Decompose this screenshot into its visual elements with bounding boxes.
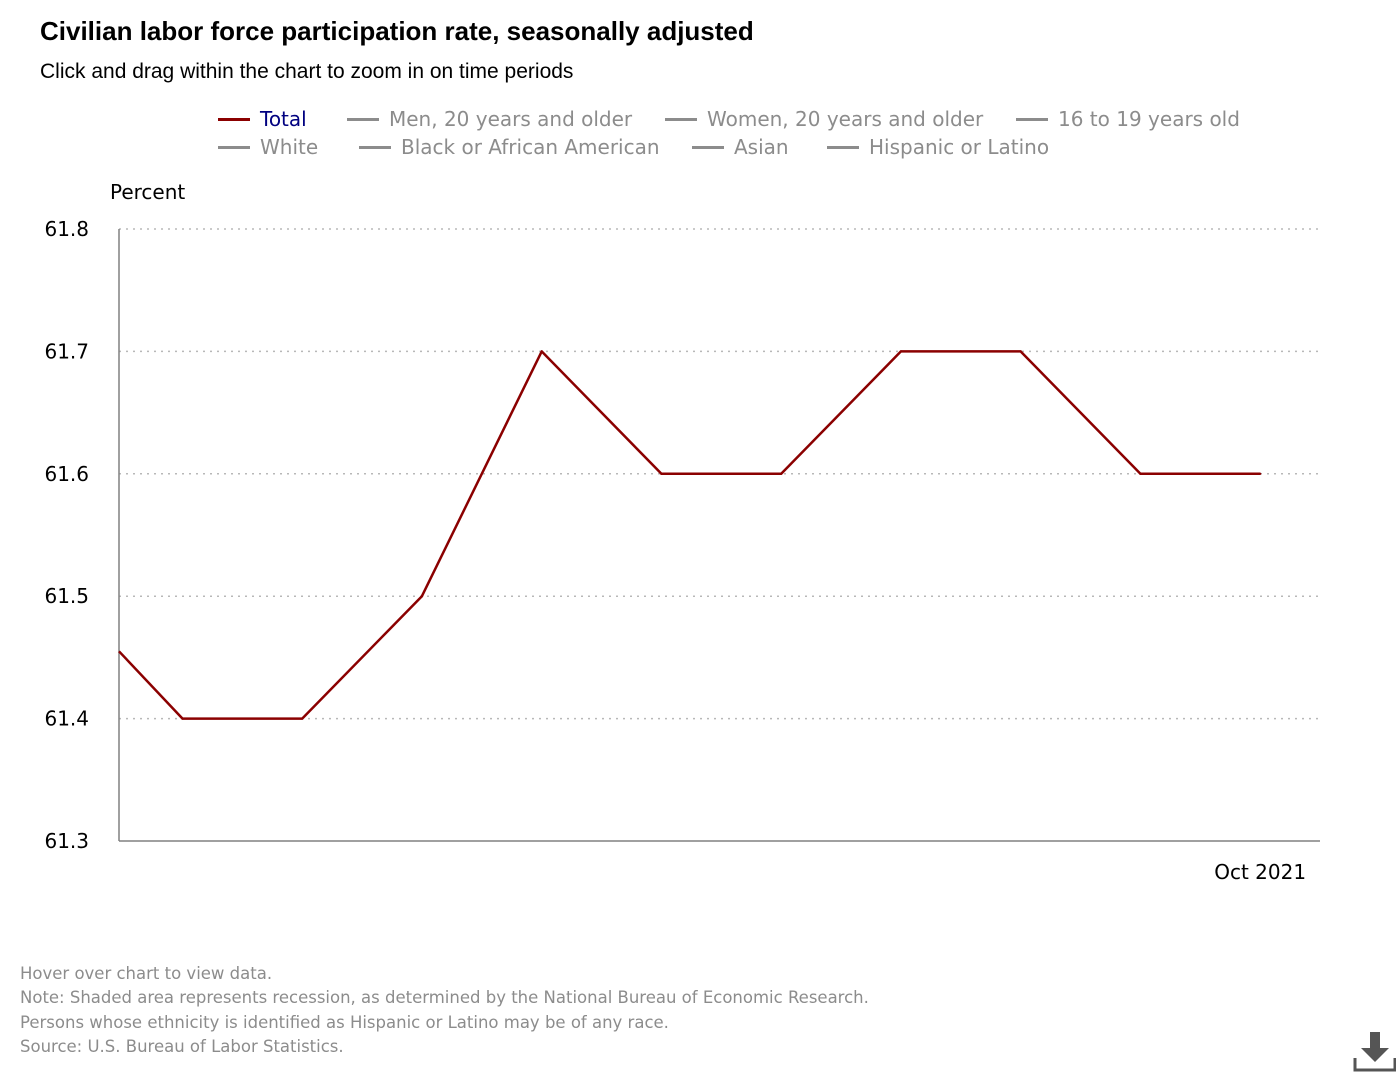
data-point [540, 350, 543, 353]
legend-item-women-20-years-and-older[interactable]: Women, 20 years and older [665, 105, 983, 133]
y-tick-label: 61.7 [44, 339, 89, 363]
legend-swatch [218, 117, 250, 121]
data-point [181, 717, 184, 720]
legend-swatch [218, 145, 250, 149]
legend-label: Men, 20 years and older [389, 107, 633, 131]
data-point [779, 472, 783, 475]
y-tick-label: 61.4 [44, 707, 89, 731]
legend-item-16-to-19-years-old[interactable]: 16 to 19 years old [1016, 105, 1240, 133]
data-point [660, 472, 663, 475]
legend-item-white[interactable]: White [218, 133, 318, 161]
legend-label: Black or African American [401, 135, 660, 159]
data-point [301, 717, 304, 720]
y-axis-label: Percent [110, 180, 185, 204]
hover-note: Hover over chart to view data. [20, 964, 273, 983]
y-tick-label: 61.3 [44, 829, 89, 853]
x-tick-label: Oct 2021 [1214, 860, 1306, 884]
legend-swatch [692, 145, 724, 149]
legend-item-hispanic-or-latino[interactable]: Hispanic or Latino [827, 133, 1049, 161]
y-tick-label: 61.5 [44, 584, 89, 608]
legend-label: Women, 20 years and older [707, 107, 984, 131]
data-point [1019, 350, 1022, 353]
legend-item-total[interactable]: Total [218, 105, 307, 133]
y-tick-label: 61.8 [44, 217, 89, 241]
chart-title: Civilian labor force participation rate,… [40, 16, 754, 46]
source-note: Source: U.S. Bureau of Labor Statistics. [20, 1036, 344, 1056]
legend-swatch [347, 117, 379, 121]
recession-note: Note: Shaded area represents recession, … [20, 988, 869, 1008]
legend-swatch [359, 145, 391, 149]
y-tick-label: 61.6 [44, 462, 89, 486]
legend-swatch [827, 145, 859, 149]
legend-label: Hispanic or Latino [869, 135, 1050, 159]
series-line-total [118, 350, 1261, 720]
legend-item-black-or-african-american[interactable]: Black or African American [359, 133, 660, 161]
chart-notes: Hover over chart to view data. Note: Sha… [20, 962, 869, 1059]
legend-label: Asian [734, 135, 789, 159]
legend-swatch [1016, 117, 1048, 121]
hispanic-note: Persons whose ethnicity is identified as… [20, 1012, 669, 1032]
legend-item-asian[interactable]: Asian [692, 133, 789, 161]
chart-subtitle: Click and drag within the chart to zoom … [40, 60, 574, 83]
download-button[interactable] [1352, 1028, 1397, 1074]
data-point [899, 350, 903, 353]
line-chart[interactable]: Percent 61.3 61.4 61.5 61.6 61.7 61.8 Oct 2021 [0, 0, 1400, 950]
legend-swatch [665, 117, 697, 121]
legend-label: White [260, 135, 319, 159]
data-point [1139, 472, 1142, 475]
legend-item-men-20-years-and-older[interactable]: Men, 20 years and older [347, 105, 632, 133]
legend-label: 16 to 19 years old [1058, 107, 1240, 131]
legend-label: Total [260, 107, 307, 131]
download-icon [1353, 1032, 1397, 1072]
data-point [420, 595, 424, 598]
data-point [1258, 472, 1262, 475]
